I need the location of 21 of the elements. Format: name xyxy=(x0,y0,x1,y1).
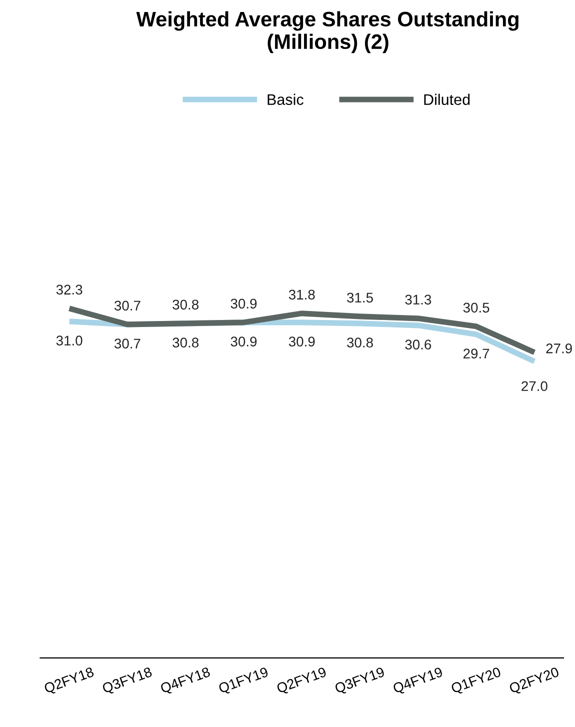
chart-title: Weighted Average Shares Outstanding (Millions) (2) xyxy=(136,11,518,54)
data-label: 32.3 xyxy=(56,284,82,295)
data-label: 30.9 xyxy=(230,298,257,309)
data-label: 31.5 xyxy=(347,292,373,303)
data-label: 30.9 xyxy=(288,336,315,347)
data-label: 31.8 xyxy=(288,290,315,300)
legend-label: Diluted xyxy=(424,94,470,106)
data-label: 30.8 xyxy=(347,338,373,348)
legend-label: Basic xyxy=(268,94,304,106)
data-label: 31.0 xyxy=(56,336,82,346)
data-label: 30.9 xyxy=(230,336,257,347)
data-label: 30.8 xyxy=(172,338,199,348)
data-label: 27.9 xyxy=(546,344,572,354)
data-label: 31.3 xyxy=(405,294,432,305)
data-label: 30.8 xyxy=(172,300,199,310)
data-label: 30.7 xyxy=(114,338,140,349)
data-label: 30.5 xyxy=(463,302,490,313)
data-label: 30.7 xyxy=(114,300,140,311)
data-label: 27.0 xyxy=(522,381,548,392)
data-label: 29.7 xyxy=(463,348,490,359)
data-label: 30.6 xyxy=(405,340,432,350)
